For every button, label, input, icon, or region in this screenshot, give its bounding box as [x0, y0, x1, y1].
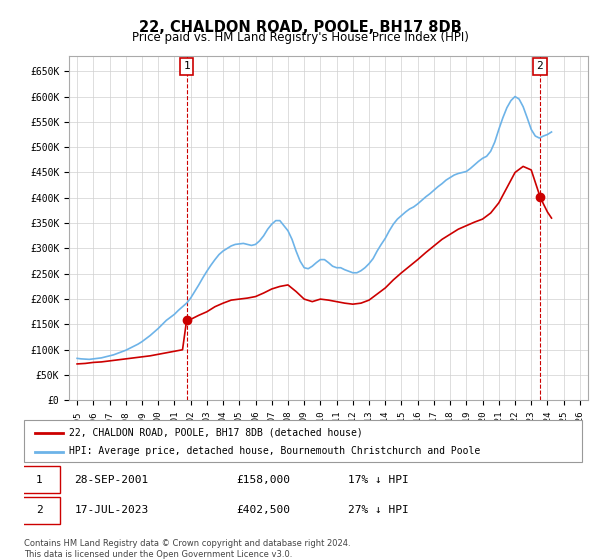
Text: Contains HM Land Registry data © Crown copyright and database right 2024.: Contains HM Land Registry data © Crown c… — [24, 539, 350, 548]
Text: 1: 1 — [35, 474, 43, 484]
FancyBboxPatch shape — [19, 466, 60, 493]
Text: £402,500: £402,500 — [236, 505, 290, 515]
FancyBboxPatch shape — [19, 497, 60, 524]
Text: 22, CHALDON ROAD, POOLE, BH17 8DB: 22, CHALDON ROAD, POOLE, BH17 8DB — [139, 20, 461, 35]
Text: 2: 2 — [536, 62, 544, 71]
Text: 17-JUL-2023: 17-JUL-2023 — [74, 505, 148, 515]
Text: 27% ↓ HPI: 27% ↓ HPI — [347, 505, 409, 515]
Text: 28-SEP-2001: 28-SEP-2001 — [74, 474, 148, 484]
Text: 2: 2 — [35, 505, 43, 515]
Text: 17% ↓ HPI: 17% ↓ HPI — [347, 474, 409, 484]
Text: This data is licensed under the Open Government Licence v3.0.: This data is licensed under the Open Gov… — [24, 550, 292, 559]
Text: 22, CHALDON ROAD, POOLE, BH17 8DB (detached house): 22, CHALDON ROAD, POOLE, BH17 8DB (detac… — [68, 428, 362, 437]
Text: £158,000: £158,000 — [236, 474, 290, 484]
Text: HPI: Average price, detached house, Bournemouth Christchurch and Poole: HPI: Average price, detached house, Bour… — [68, 446, 480, 456]
Text: 1: 1 — [183, 62, 190, 71]
FancyBboxPatch shape — [24, 420, 582, 462]
Text: Price paid vs. HM Land Registry's House Price Index (HPI): Price paid vs. HM Land Registry's House … — [131, 31, 469, 44]
